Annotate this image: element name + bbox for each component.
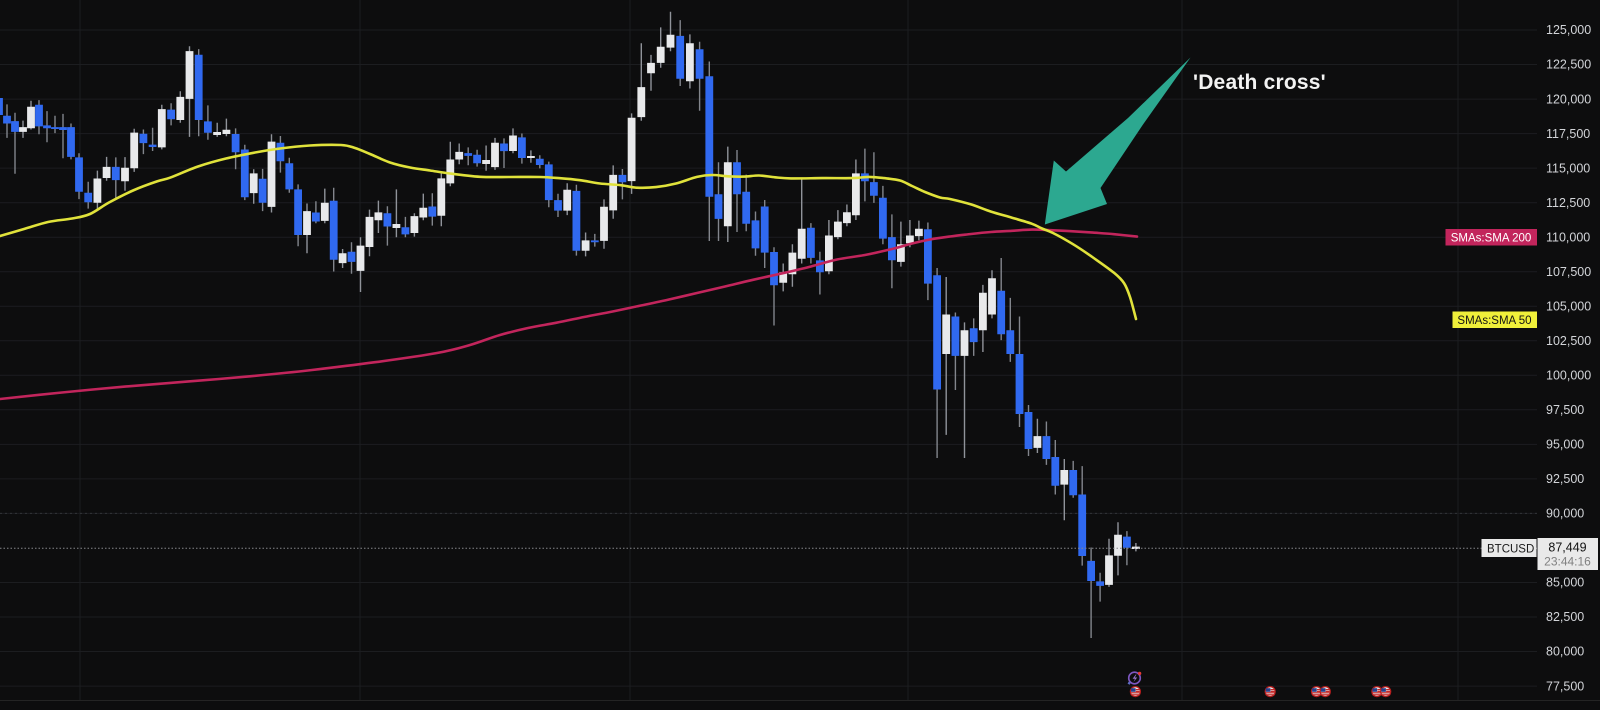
- svg-text:87,449: 87,449: [1548, 541, 1586, 555]
- svg-text:SMAs:SMA 50: SMAs:SMA 50: [1457, 315, 1531, 327]
- svg-text:92,500: 92,500: [1546, 472, 1584, 486]
- svg-text:90,000: 90,000: [1546, 507, 1584, 521]
- svg-text:115,000: 115,000: [1546, 161, 1590, 175]
- svg-text:100,000: 100,000: [1546, 369, 1591, 383]
- svg-text:85,000: 85,000: [1546, 576, 1584, 590]
- svg-text:110,000: 110,000: [1546, 230, 1590, 244]
- svg-text:BTCUSD: BTCUSD: [1487, 544, 1534, 556]
- svg-text:95,000: 95,000: [1546, 438, 1584, 452]
- svg-text:102,500: 102,500: [1546, 334, 1591, 348]
- svg-text:77,500: 77,500: [1546, 679, 1584, 693]
- svg-text:117,500: 117,500: [1546, 127, 1590, 141]
- svg-text:82,500: 82,500: [1546, 610, 1584, 624]
- svg-text:SMAs:SMA 200: SMAs:SMA 200: [1451, 232, 1532, 244]
- svg-text:97,500: 97,500: [1546, 403, 1584, 417]
- svg-text:122,500: 122,500: [1546, 58, 1591, 72]
- svg-text:23:44:16: 23:44:16: [1544, 555, 1591, 569]
- svg-text:125,000: 125,000: [1546, 23, 1591, 37]
- svg-text:'Death cross': 'Death cross': [1193, 71, 1326, 94]
- svg-text:112,500: 112,500: [1546, 196, 1590, 210]
- svg-text:120,000: 120,000: [1546, 92, 1591, 106]
- svg-text:80,000: 80,000: [1546, 645, 1584, 659]
- svg-text:107,500: 107,500: [1546, 265, 1591, 279]
- svg-text:105,000: 105,000: [1546, 299, 1591, 313]
